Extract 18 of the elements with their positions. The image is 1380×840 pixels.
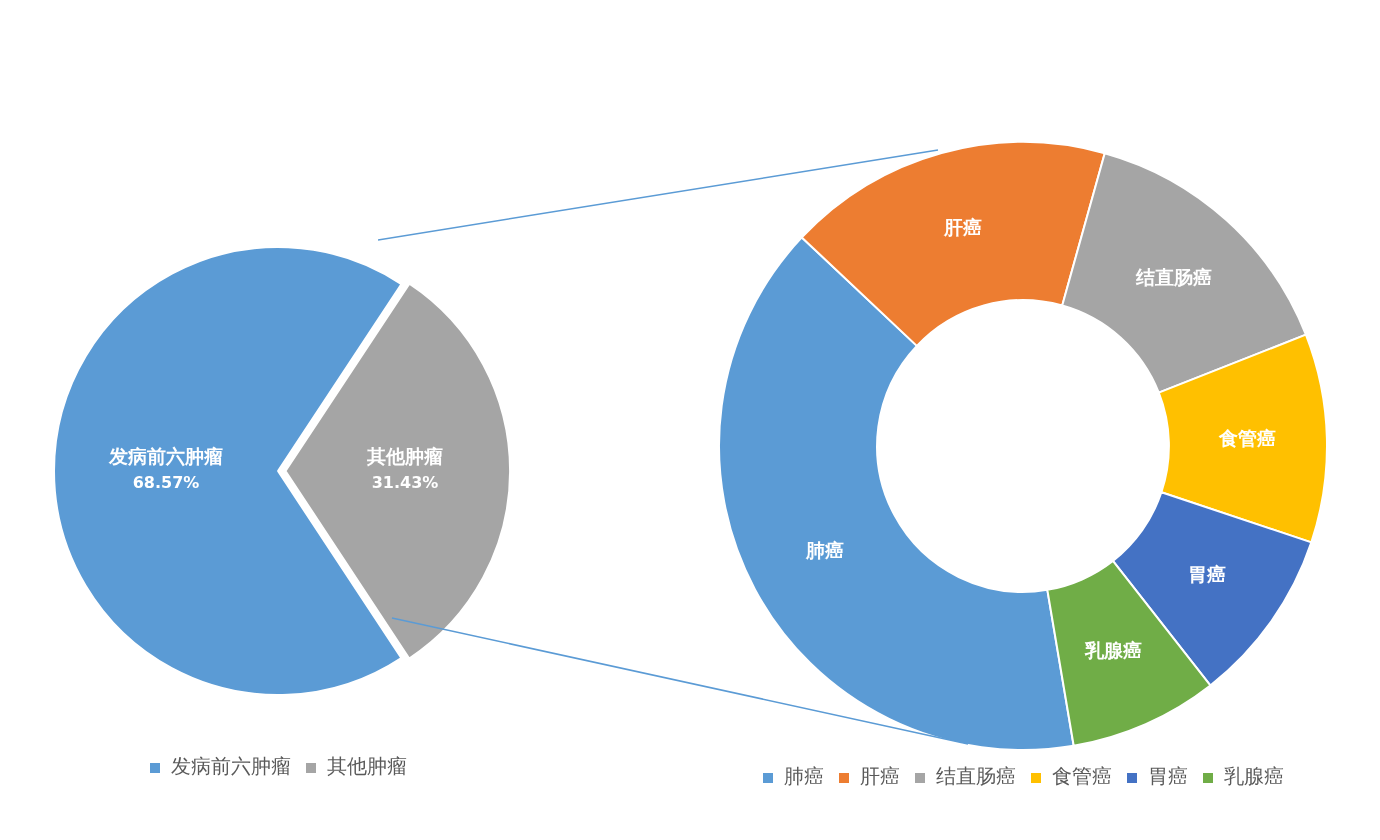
- data-label: 31.43%: [371, 473, 439, 493]
- legend-label: 肝癌: [860, 764, 900, 789]
- slice-label: 其他肿瘤: [366, 445, 443, 467]
- slice-label: 发病前六肿瘤: [108, 444, 223, 467]
- slice-label: 肺癌: [804, 539, 844, 562]
- legend-label: 肺癌: [784, 764, 824, 789]
- slice-label: 食管癌: [1218, 427, 1277, 450]
- legend-label: 发病前六肿瘤: [171, 754, 291, 779]
- slice-label: 结直肠癌: [1134, 265, 1212, 288]
- data-label: 68.57%: [132, 473, 200, 493]
- legend-label: 食管癌: [1052, 764, 1112, 789]
- slice-label: 胃癌: [1187, 562, 1226, 585]
- legend-label: 结直肠癌: [936, 764, 1016, 789]
- legend-label: 乳腺癌: [1224, 764, 1284, 789]
- slice-label: 乳腺癌: [1084, 638, 1143, 661]
- legend-label: 其他肿瘤: [327, 754, 407, 779]
- slice-label: 肝癌: [942, 216, 982, 239]
- legend-label: 胃癌: [1148, 764, 1188, 789]
